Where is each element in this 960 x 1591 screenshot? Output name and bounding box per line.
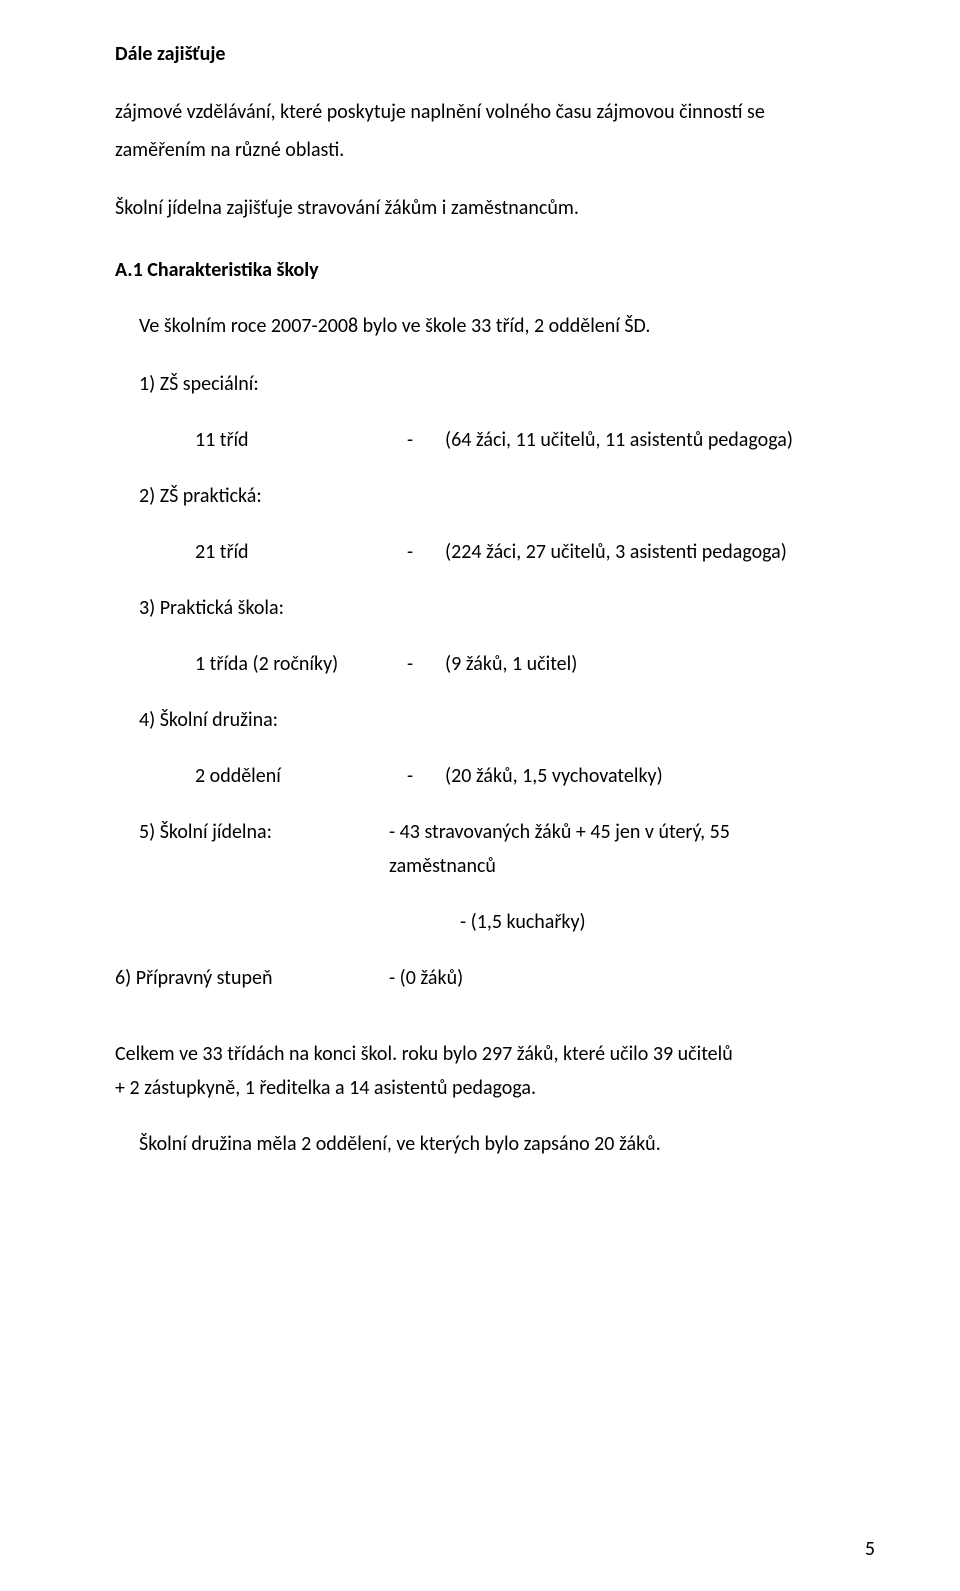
list-item-4: 4) Školní družina: <box>115 706 845 734</box>
detail-right: (20 žáků, 1,5 vychovatelky) <box>425 762 845 790</box>
page-number: 5 <box>865 1537 875 1561</box>
detail-dash: - <box>395 426 425 454</box>
list-item-2-detail: 21 tříd - (224 žáci, 27 učitelů, 3 asist… <box>115 538 845 566</box>
summary-line-3: Školní družina měla 2 oddělení, ve který… <box>115 1130 845 1158</box>
detail-dash: - <box>395 538 425 566</box>
list-item-3-detail: 1 třída (2 ročníky) - (9 žáků, 1 učitel) <box>115 650 845 678</box>
intro-line-2: zájmové vzdělávání, které poskytuje napl… <box>115 98 845 126</box>
list-item-5-text-1: - 43 stravovaných žáků + 45 jen v úterý,… <box>389 818 845 846</box>
list-item-5: 5) Školní jídelna: - 43 stravovaných žák… <box>115 818 845 846</box>
list-item-6-text: - (0 žáků) <box>389 964 845 992</box>
list-item-4-detail: 2 oddělení - (20 žáků, 1,5 vychovatelky) <box>115 762 845 790</box>
list-item-1-detail: 11 tříd - (64 žáci, 11 učitelů, 11 asist… <box>115 426 845 454</box>
document-page: Dále zajišťuje zájmové vzdělávání, které… <box>0 0 960 1591</box>
intro-line-4: Školní jídelna zajišťuje stravování žáků… <box>115 194 845 222</box>
detail-right: (64 žáci, 11 učitelů, 11 asistentů pedag… <box>425 426 845 454</box>
intro-line-3: zaměřením na různé oblasti. <box>115 136 845 164</box>
list-item-5-text-2: zaměstnanců <box>115 852 845 880</box>
lead-paragraph: Ve školním roce 2007-2008 bylo ve škole … <box>115 312 845 340</box>
detail-right: (9 žáků, 1 učitel) <box>425 650 845 678</box>
list-item-3: 3) Praktická škola: <box>115 594 845 622</box>
detail-left: 2 oddělení <box>195 762 395 790</box>
section-heading: A.1 Charakteristika školy <box>115 258 845 282</box>
list-item-5-label: 5) Školní jídelna: <box>139 818 389 846</box>
detail-dash: - <box>395 762 425 790</box>
list-item-6-label: 6) Přípravný stupeň <box>115 964 389 992</box>
detail-right: (224 žáci, 27 učitelů, 3 asistenti pedag… <box>425 538 845 566</box>
list-item-2: 2) ZŠ praktická: <box>115 482 845 510</box>
list-item-5-text-3: - (1,5 kuchařky) <box>115 908 845 936</box>
intro-line-1: Dále zajišťuje <box>115 40 845 68</box>
summary-line-1: Celkem ve 33 třídách na konci škol. roku… <box>115 1040 845 1068</box>
detail-dash: - <box>395 650 425 678</box>
detail-left: 11 tříd <box>195 426 395 454</box>
detail-left: 1 třída (2 ročníky) <box>195 650 395 678</box>
list-item-1: 1) ZŠ speciální: <box>115 370 845 398</box>
summary-line-2: + 2 zástupkyně, 1 ředitelka a 14 asisten… <box>115 1074 845 1102</box>
list-item-6: 6) Přípravný stupeň - (0 žáků) <box>115 964 845 992</box>
detail-left: 21 tříd <box>195 538 395 566</box>
